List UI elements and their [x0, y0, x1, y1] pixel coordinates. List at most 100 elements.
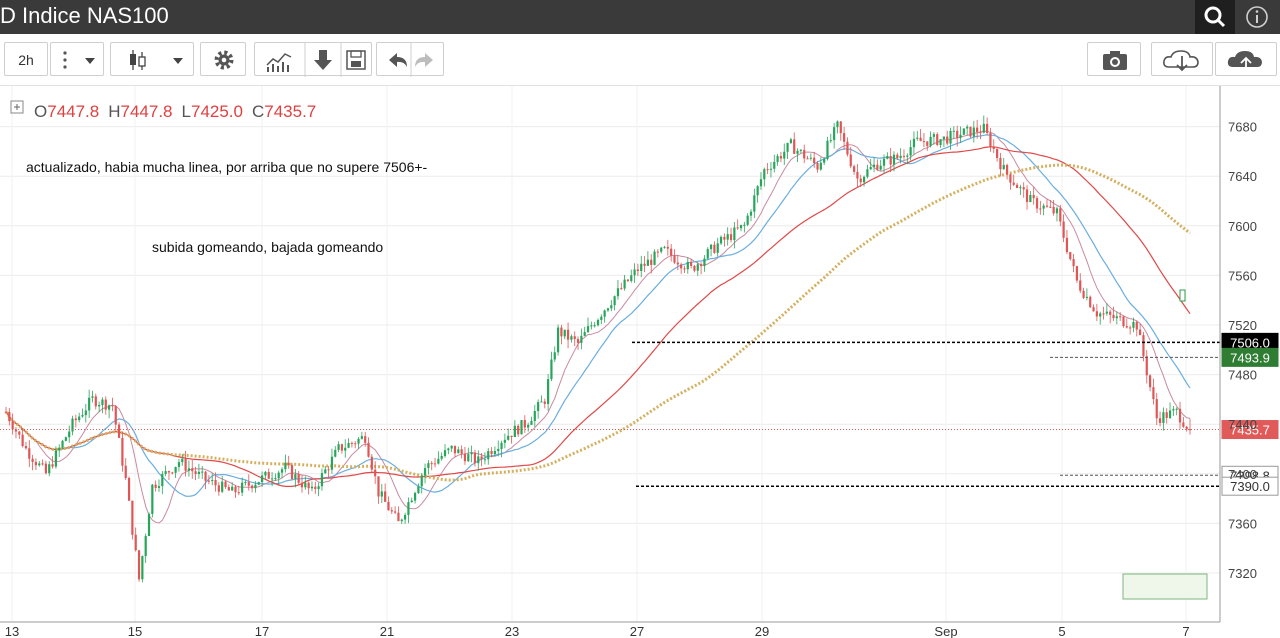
candle-body — [872, 164, 876, 167]
candle-body — [959, 134, 962, 138]
candle-body — [1132, 321, 1135, 328]
candle-body — [244, 482, 247, 484]
ohlc-open: 7447.8 — [47, 102, 99, 121]
candle-body — [38, 463, 41, 466]
undefined[interactable] — [870, 116, 1218, 498]
candle-body — [443, 450, 447, 457]
candle-body — [483, 459, 487, 461]
candle-body — [543, 401, 546, 404]
title-bar: D Indice NAS100 — [0, 0, 1280, 34]
candle-body — [1122, 316, 1125, 327]
dropdown-icon — [173, 58, 183, 64]
save-chart-button[interactable] — [1215, 42, 1277, 76]
candle-body — [570, 336, 573, 340]
y-tick-label: 7560 — [1228, 268, 1257, 283]
candle-body — [344, 447, 347, 451]
candle-body — [274, 478, 277, 480]
candle-body — [1022, 187, 1025, 190]
candle-body — [1052, 206, 1055, 214]
cloud-upload-icon — [1227, 51, 1262, 71]
candle-body — [111, 405, 114, 407]
marker-box — [1122, 573, 1208, 600]
settings-button[interactable] — [200, 42, 246, 76]
candle-body — [952, 130, 955, 132]
ma-medium — [5, 134, 1191, 497]
candle-body — [909, 147, 912, 156]
x-tick-label: 21 — [380, 624, 394, 638]
candle-body — [709, 244, 713, 250]
candle-body — [167, 471, 171, 473]
interval-menu-button[interactable] — [50, 42, 104, 76]
candle-body — [719, 236, 723, 244]
candle-body — [926, 141, 929, 146]
info-button[interactable] — [1244, 4, 1270, 30]
candle-body — [636, 269, 640, 272]
candle-body — [1009, 174, 1012, 183]
candle-body — [1125, 326, 1128, 328]
candle-body — [377, 476, 380, 497]
price-tag-box — [1221, 347, 1279, 367]
candle-body — [653, 251, 656, 265]
ohlc-low: 7425.0 — [191, 102, 243, 121]
candle-body — [1182, 422, 1185, 427]
candle-body — [743, 224, 746, 226]
candle-body — [666, 246, 669, 249]
candle-body — [98, 404, 101, 407]
ohlc-high-label: H — [108, 102, 120, 121]
candle-body — [404, 514, 407, 520]
candle-body — [979, 132, 982, 134]
candle-body — [912, 138, 916, 148]
candle-body — [1162, 412, 1165, 423]
y-tick-label: 7480 — [1228, 368, 1257, 383]
candle-body — [197, 471, 200, 475]
price-tag-label: 7506.0 — [1230, 335, 1270, 350]
candle-body — [460, 449, 463, 454]
interval-button[interactable]: 2h — [4, 42, 48, 76]
y-tick-label: 7520 — [1228, 318, 1257, 333]
candle-body — [1155, 399, 1158, 419]
undo-icon[interactable] — [389, 53, 407, 67]
candle-body — [144, 536, 147, 557]
redo-icon[interactable] — [415, 53, 433, 67]
candle-body — [310, 486, 314, 489]
candle-body — [277, 472, 280, 479]
candle-body — [61, 440, 64, 448]
grid-lines — [0, 86, 1220, 622]
candle-body — [746, 215, 749, 225]
candle-body — [1115, 316, 1118, 319]
indicators-icon[interactable] — [266, 53, 292, 72]
candle-body — [533, 411, 536, 421]
candle-body — [1135, 321, 1138, 330]
candle-body — [430, 463, 433, 465]
save-icon[interactable] — [346, 50, 366, 70]
candle-body — [157, 486, 161, 488]
candle-body — [304, 482, 307, 488]
candle-body — [487, 450, 490, 460]
candle-body — [789, 139, 792, 143]
download-arrow-icon[interactable] — [314, 50, 332, 70]
candle-body — [94, 396, 97, 407]
marker-small — [1179, 289, 1186, 302]
candle-body — [523, 420, 526, 428]
candle-body — [1105, 311, 1108, 314]
candle-body — [626, 279, 630, 282]
ma-short — [5, 130, 1191, 524]
candle-body — [819, 162, 822, 170]
chart-type-button[interactable] — [110, 42, 194, 76]
x-tick-label: 27 — [630, 624, 644, 638]
candle-body — [547, 379, 550, 404]
candle-body — [576, 339, 580, 343]
candle-body — [108, 405, 111, 410]
load-chart-button[interactable] — [1151, 42, 1213, 76]
candle-body — [457, 449, 460, 454]
candle-body — [753, 195, 756, 212]
ma-long — [5, 146, 1191, 487]
search-button[interactable] — [1195, 0, 1235, 34]
legend-toggle[interactable] — [10, 100, 24, 114]
price-chart[interactable]: 7506.0 7493.9 7435.7 7398.8 7390.0 7320 7360 7… — [0, 86, 1280, 638]
screenshot-button[interactable] — [1087, 42, 1141, 76]
more-vertical-icon — [63, 51, 67, 69]
candle-body — [686, 261, 689, 270]
